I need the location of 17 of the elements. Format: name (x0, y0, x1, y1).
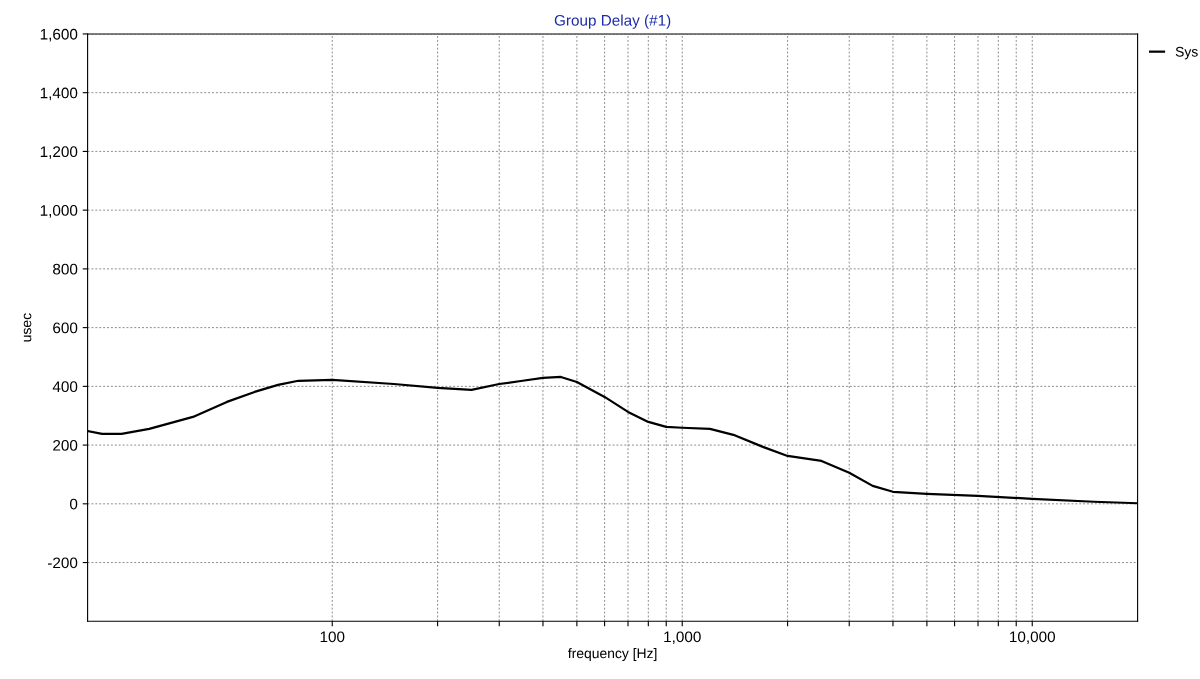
x-axis-title: frequency [Hz] (568, 648, 657, 661)
y-tick-label: 0 (69, 498, 78, 510)
y-tick-label: -200 (47, 557, 78, 569)
x-tick-label: 10,000 (1010, 631, 1056, 645)
y-tick-label: 800 (53, 263, 78, 275)
y-tick-label: 1,000 (40, 205, 78, 218)
x-tick-label: 1,000 (664, 631, 701, 645)
y-tick-label: 1,400 (40, 87, 78, 101)
y-tick-label: 600 (53, 322, 78, 334)
y-axis-title: usec (23, 313, 32, 342)
chart-title: Group Delay (#1) (554, 14, 671, 29)
y-tick-label: 1,200 (40, 146, 78, 159)
y-tick-label: 400 (52, 381, 78, 393)
x-tick-label: 100 (320, 631, 345, 643)
y-tick-label: 200 (53, 439, 78, 451)
y-tick-label: 1,600 (40, 28, 78, 42)
legend-label: Sys (1175, 46, 1198, 60)
